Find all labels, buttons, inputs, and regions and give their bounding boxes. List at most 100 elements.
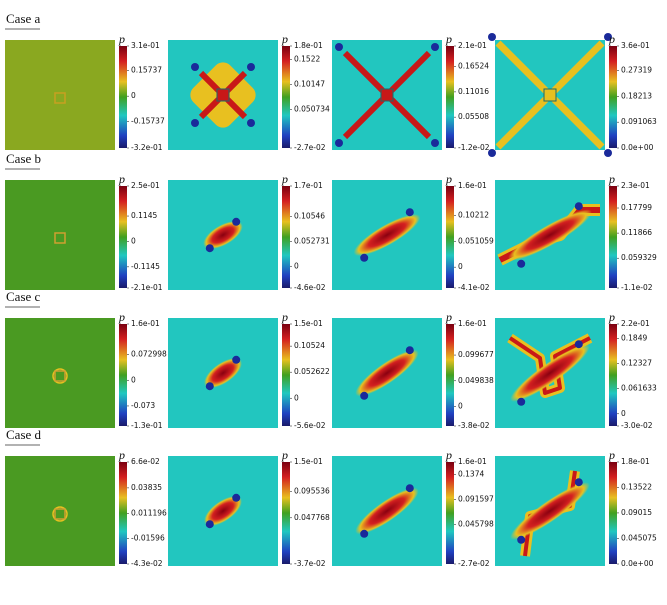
colorbar-tick-label: 0.099677 bbox=[458, 350, 494, 359]
colorbar bbox=[609, 324, 617, 426]
field-tip bbox=[191, 63, 199, 71]
field-plot bbox=[495, 180, 605, 290]
colorbar-tick-label: -0.15737 bbox=[131, 117, 165, 126]
case-label: Case c bbox=[6, 289, 41, 304]
colorbar bbox=[282, 186, 290, 288]
colorbar-tick-label: 3.1e-01 bbox=[131, 41, 160, 50]
colorbar-tick-label: 1.7e-01 bbox=[294, 181, 323, 190]
colorbar-tick-label: 2.1e-01 bbox=[458, 41, 487, 50]
colorbar-tick-label: 0 bbox=[621, 409, 626, 418]
field-band bbox=[384, 50, 432, 98]
field-tip bbox=[232, 493, 241, 502]
colorbar-tick-label: -2.7e-02 bbox=[294, 143, 326, 152]
colorbar-tick-label: 0.0e+00 bbox=[621, 143, 654, 152]
case-label: Case b bbox=[6, 151, 41, 166]
colorbar bbox=[119, 462, 127, 564]
field-tip bbox=[517, 535, 526, 544]
field-plot bbox=[332, 318, 442, 428]
field-tip bbox=[335, 139, 343, 147]
colorbar-tick-label: 0.011196 bbox=[131, 508, 167, 517]
colorbar-tick-label: -4.6e-02 bbox=[294, 283, 326, 292]
field-square bbox=[54, 508, 66, 520]
field-core bbox=[216, 88, 230, 102]
field-plot bbox=[168, 456, 278, 566]
field-tip bbox=[488, 33, 496, 41]
colorbar-tick-label: 1.6e-01 bbox=[458, 319, 487, 328]
colorbar-tick-label: 0.045798 bbox=[458, 519, 494, 528]
colorbar bbox=[446, 462, 454, 564]
colorbar bbox=[282, 462, 290, 564]
field-tip bbox=[574, 202, 583, 211]
field-ring bbox=[52, 506, 68, 522]
colorbar-tick-label: 0.049838 bbox=[458, 376, 494, 385]
colorbar-symbol: p bbox=[445, 448, 452, 462]
field-plot bbox=[488, 33, 612, 157]
field-tip bbox=[574, 478, 583, 487]
field-core bbox=[543, 88, 557, 102]
field-tip bbox=[247, 63, 255, 71]
colorbar-tick-label: -1.2e-02 bbox=[458, 143, 490, 152]
field-band bbox=[384, 92, 432, 140]
field-tip bbox=[517, 397, 526, 406]
colorbar-tick-label: 0.10524 bbox=[294, 341, 325, 350]
colorbar-tick-label: 0.091063 bbox=[621, 117, 657, 126]
colorbar-tick-label: 2.5e-01 bbox=[131, 181, 160, 190]
colorbar-tick-label: 0.059329 bbox=[621, 253, 657, 262]
field-band bbox=[342, 50, 390, 98]
colorbar-tick-label: 0.05508 bbox=[458, 112, 489, 121]
colorbar-tick-label: -5.6e-02 bbox=[294, 421, 326, 430]
field-plot bbox=[5, 456, 115, 566]
colorbar-tick-label: -4.3e-02 bbox=[131, 559, 163, 568]
colorbar-symbol: p bbox=[118, 172, 125, 186]
colorbar-tick-label: 1.5e-01 bbox=[294, 457, 323, 466]
colorbar-tick-label: 0.27319 bbox=[621, 66, 652, 75]
colorbar bbox=[609, 186, 617, 288]
colorbar-tick-label: 0.10546 bbox=[294, 211, 325, 220]
colorbar-tick-label: 1.6e-01 bbox=[458, 457, 487, 466]
field-tip bbox=[360, 529, 369, 538]
colorbar-tick-label: 0.11016 bbox=[458, 87, 489, 96]
colorbar-tick-label: 0 bbox=[294, 393, 299, 402]
colorbar-tick-label: -0.01596 bbox=[131, 534, 165, 543]
colorbar-tick-label: 1.8e-01 bbox=[294, 41, 323, 50]
field-core bbox=[380, 88, 394, 102]
field-ring bbox=[52, 368, 68, 384]
field-tip bbox=[247, 119, 255, 127]
colorbar bbox=[446, 46, 454, 148]
field-tip bbox=[191, 119, 199, 127]
colorbar-symbol: p bbox=[281, 32, 288, 46]
colorbar-tick-label: 0.10147 bbox=[294, 80, 325, 89]
colorbar-tick-label: 0.045075 bbox=[621, 533, 657, 542]
field-tip bbox=[405, 484, 414, 493]
colorbar-tick-label: 0.047768 bbox=[294, 513, 330, 522]
field-blob bbox=[510, 482, 590, 540]
field-tip bbox=[205, 382, 214, 391]
colorbar-symbol: p bbox=[445, 32, 452, 46]
colorbar-tick-label: 0.13522 bbox=[621, 482, 652, 491]
field-tip bbox=[232, 217, 241, 226]
colorbar-symbol: p bbox=[118, 32, 125, 46]
field-blob bbox=[355, 349, 419, 397]
colorbar bbox=[282, 324, 290, 426]
field-tip bbox=[360, 391, 369, 400]
colorbar-tick-label: -2.7e-02 bbox=[458, 559, 490, 568]
field-blob bbox=[204, 357, 242, 389]
field-blob bbox=[203, 221, 243, 249]
field-blob bbox=[355, 487, 419, 535]
field-blob bbox=[508, 209, 592, 261]
colorbar bbox=[446, 324, 454, 426]
colorbar-tick-label: 0.10212 bbox=[458, 210, 489, 219]
colorbar-tick-label: 0 bbox=[131, 375, 136, 384]
colorbar-tick-label: 0.1145 bbox=[131, 211, 157, 220]
case-label: Case a bbox=[6, 11, 41, 26]
colorbar-tick-label: 0.0e+00 bbox=[621, 559, 654, 568]
colorbar-symbol: p bbox=[608, 310, 615, 324]
colorbar-tick-label: 0.095536 bbox=[294, 487, 330, 496]
field-tip bbox=[232, 355, 241, 364]
colorbar-tick-label: 0.16524 bbox=[458, 62, 489, 71]
field-plot bbox=[168, 180, 278, 290]
colorbar-tick-label: -3.2e-01 bbox=[131, 143, 163, 152]
colorbar-tick-label: 0 bbox=[131, 236, 136, 245]
field-square bbox=[54, 370, 66, 382]
field-plot bbox=[5, 180, 115, 290]
